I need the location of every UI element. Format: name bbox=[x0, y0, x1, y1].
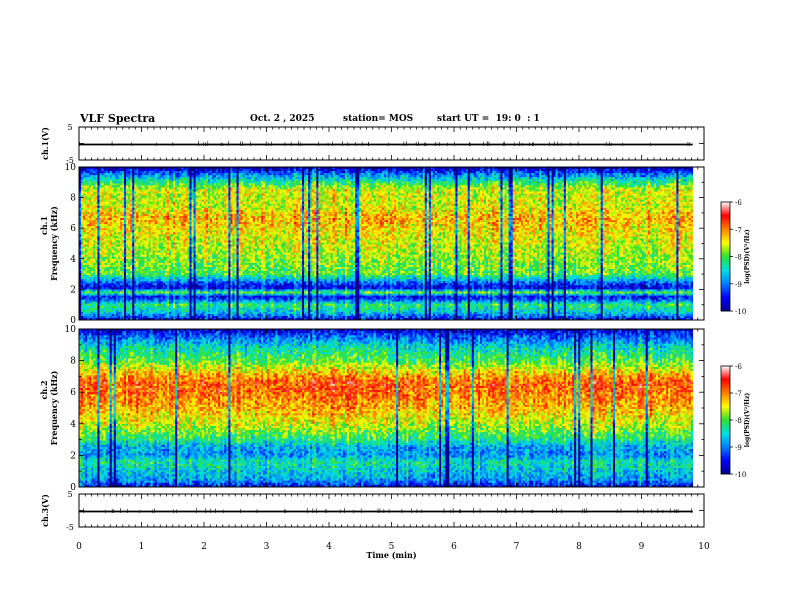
colorbar-ch2-tick--9: -9 bbox=[735, 444, 742, 452]
ch2-ylabel: Frequency (kHz) bbox=[49, 370, 59, 445]
xtick-3: 3 bbox=[264, 542, 270, 552]
colorbar-ch1-tick--10: -10 bbox=[735, 308, 746, 316]
ch1-ytick-8: 8 bbox=[70, 194, 76, 204]
colorbar-ch2-tick--8: -8 bbox=[735, 417, 742, 425]
xtick-10: 10 bbox=[698, 542, 710, 552]
spectrogram-ch2 bbox=[79, 329, 693, 487]
ch2-ytick-8: 8 bbox=[70, 357, 76, 367]
xtick-2: 2 bbox=[201, 542, 207, 552]
ch1-ytick-2: 2 bbox=[70, 285, 76, 295]
colorbar-ch2 bbox=[721, 366, 733, 474]
xtick-0: 0 bbox=[76, 542, 82, 552]
ch3-ytick-top: 5 bbox=[67, 490, 72, 499]
ch2-ytick-2: 2 bbox=[70, 451, 76, 461]
ch2-ytick-4: 4 bbox=[70, 420, 76, 430]
colorbar-ch1 bbox=[721, 202, 733, 311]
ch2-ytick-10: 10 bbox=[65, 325, 77, 335]
ch1-ylabel: Frequency (kHz) bbox=[49, 206, 59, 281]
xtick-1: 1 bbox=[139, 542, 145, 552]
ch2-ytick-6: 6 bbox=[70, 388, 76, 398]
colorbar-ch2-tick--10: -10 bbox=[735, 471, 746, 479]
ch2-channel-label: ch.2 bbox=[39, 380, 49, 399]
ch1-channel-label: ch.1 bbox=[39, 216, 49, 235]
xtick-7: 7 bbox=[514, 542, 520, 552]
colorbar-ch2-tick--6: -6 bbox=[735, 363, 742, 371]
ch0-ylabel: ch.1(V) bbox=[40, 127, 50, 160]
colorbar-ch1-tick--6: -6 bbox=[735, 199, 742, 207]
colorbar-ch1-tick--7: -7 bbox=[735, 226, 742, 234]
colorbar-ch2-tick--7: -7 bbox=[735, 390, 742, 398]
xtick-8: 8 bbox=[576, 542, 582, 552]
xtick-9: 9 bbox=[639, 542, 645, 552]
colorbar-ch1-tick--9: -9 bbox=[735, 281, 742, 289]
xtick-6: 6 bbox=[451, 542, 457, 552]
colorbar-ch2-label: log(PSD)(V²/Hz) bbox=[744, 393, 751, 448]
ch1-ytick-6: 6 bbox=[70, 224, 76, 234]
xtick-4: 4 bbox=[326, 542, 332, 552]
ch1-ytick-10: 10 bbox=[65, 163, 77, 173]
x-axis-label: Time (min) bbox=[366, 550, 416, 560]
colorbar-ch1-label: log(PSD)(V²/Hz) bbox=[744, 229, 751, 284]
ch0-ytick-top: 5 bbox=[67, 123, 72, 132]
colorbar-ch1-tick--8: -8 bbox=[735, 254, 742, 262]
spectrogram-ch1 bbox=[79, 167, 693, 320]
ch3-ylabel: ch.3(V) bbox=[40, 494, 50, 527]
ch1-ytick-4: 4 bbox=[70, 255, 76, 265]
ch3-ytick-bottom: -5 bbox=[66, 523, 74, 532]
